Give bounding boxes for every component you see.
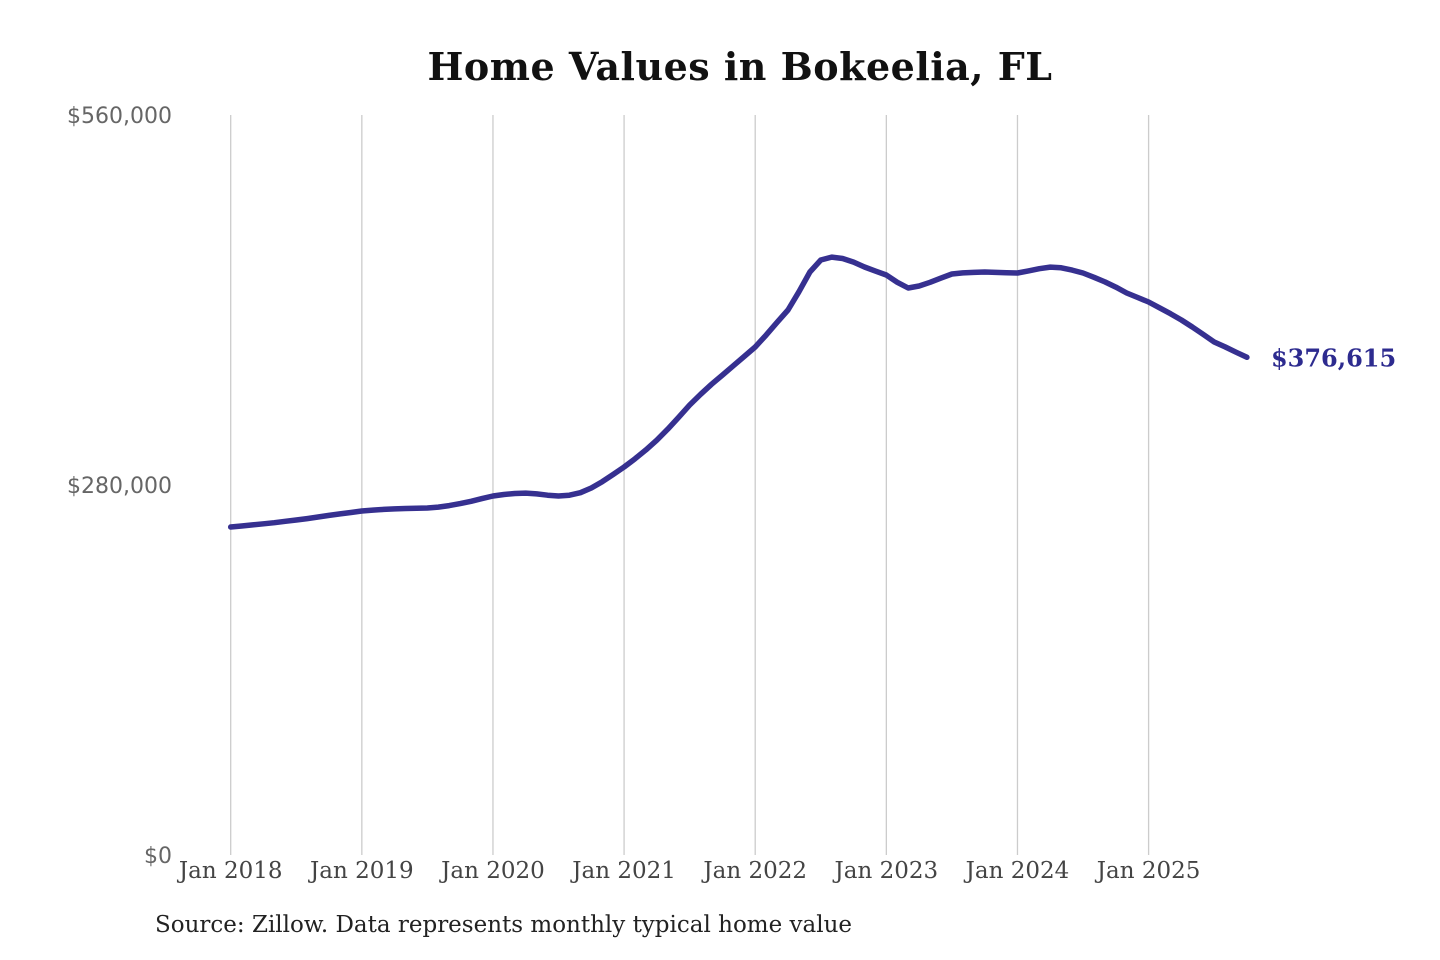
x-axis-label: Jan 2018 bbox=[177, 858, 283, 884]
x-axis-label: Jan 2023 bbox=[833, 858, 939, 884]
x-axis-label: Jan 2024 bbox=[964, 858, 1070, 884]
y-axis-label: $0 bbox=[144, 844, 172, 869]
x-axis-label: Jan 2019 bbox=[308, 858, 414, 884]
current-value-label: $376,615 bbox=[1271, 343, 1396, 372]
x-axis-label: Jan 2025 bbox=[1095, 858, 1201, 884]
x-axis-label: Jan 2020 bbox=[439, 858, 545, 884]
x-axis-label: Jan 2021 bbox=[570, 858, 676, 884]
y-axis-label: $280,000 bbox=[67, 474, 172, 499]
x-axis-label: Jan 2022 bbox=[701, 858, 807, 884]
home-value-line bbox=[227, 254, 1250, 530]
source-note: Source: Zillow. Data represents monthly … bbox=[155, 912, 853, 938]
y-axis-label: $560,000 bbox=[67, 104, 172, 129]
chart-title: Home Values in Bokeelia, FL bbox=[427, 44, 1053, 89]
